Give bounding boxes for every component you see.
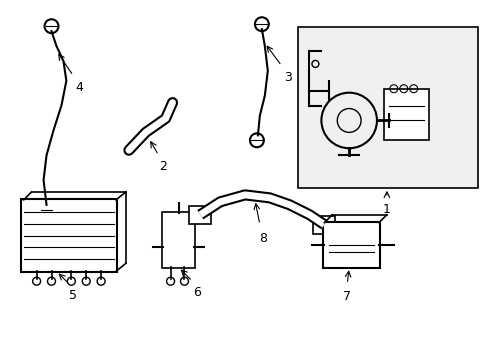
Text: 7: 7: [343, 290, 350, 303]
Text: 1: 1: [382, 203, 390, 216]
FancyBboxPatch shape: [20, 199, 117, 272]
FancyBboxPatch shape: [297, 27, 477, 188]
Text: 6: 6: [193, 286, 201, 299]
Text: 5: 5: [69, 289, 77, 302]
Text: 3: 3: [283, 71, 291, 84]
FancyBboxPatch shape: [313, 216, 335, 234]
Text: 4: 4: [75, 81, 83, 94]
FancyBboxPatch shape: [383, 89, 427, 140]
FancyBboxPatch shape: [323, 222, 379, 268]
FancyBboxPatch shape: [189, 206, 211, 224]
FancyBboxPatch shape: [162, 212, 195, 268]
Text: 2: 2: [159, 160, 166, 173]
Text: 8: 8: [258, 231, 266, 244]
